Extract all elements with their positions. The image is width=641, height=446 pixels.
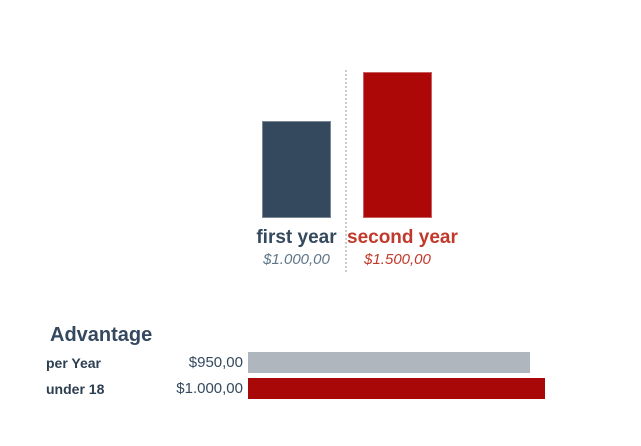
advantage-row-under-18: under 18 $1.000,00 xyxy=(46,378,606,399)
bar-first-year xyxy=(262,121,331,218)
bar-group-second-year: second year $1.500,00 xyxy=(347,60,458,268)
bar-area xyxy=(347,60,448,218)
chart-divider-dotted-line xyxy=(345,70,347,272)
bar-category-label-first-year: first year xyxy=(256,227,337,248)
bar-second-year xyxy=(363,72,432,218)
advantage-row-label: under 18 xyxy=(46,380,105,397)
bar-category-label-second-year: second year xyxy=(347,227,458,248)
advantage-row-value: $950,00 xyxy=(188,354,243,371)
bar-area xyxy=(246,60,347,218)
advantage-row-label: per Year xyxy=(46,354,102,371)
yearly-cost-bar-chart: first year $1.000,00 second year $1.500,… xyxy=(246,60,458,272)
advantage-heading: Advantage xyxy=(50,324,153,346)
bar-group-first-year: first year $1.000,00 xyxy=(246,60,347,268)
advantage-bar-per-year xyxy=(248,352,530,373)
advantage-row-per-year: per Year $950,00 xyxy=(46,352,606,373)
advantage-row-value: $1.000,00 xyxy=(176,380,243,397)
advantage-bar-under-18 xyxy=(248,378,545,399)
bar-value-label-first-year: $1.000,00 xyxy=(263,251,330,268)
advantage-section: Advantage per Year $950,00 under 18 $1.0… xyxy=(46,323,606,399)
bar-value-label-second-year: $1.500,00 xyxy=(364,251,431,268)
